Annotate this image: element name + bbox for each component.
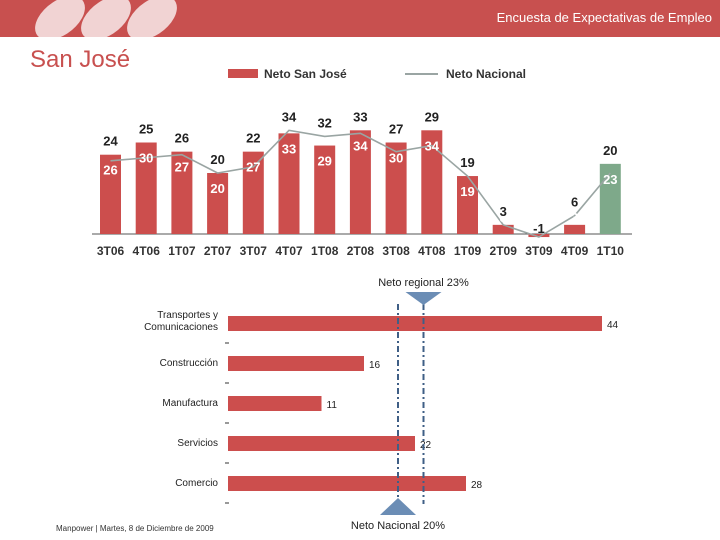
national-reference-label: Neto Nacional 20% bbox=[351, 520, 445, 532]
header-bar: Encuesta de Expectativas de Empleo bbox=[0, 0, 720, 40]
bar bbox=[421, 130, 443, 234]
sector-label: Comercio bbox=[175, 478, 218, 489]
sector-bar bbox=[228, 316, 602, 331]
sector-bar bbox=[228, 396, 322, 411]
line-value-label: 33 bbox=[353, 109, 367, 124]
x-tick-label: 4T08 bbox=[418, 244, 446, 258]
x-tick-label: 4T09 bbox=[561, 244, 589, 258]
sector-value-label: 11 bbox=[327, 400, 338, 411]
line-value-label: -1 bbox=[533, 221, 545, 236]
x-tick-label: 3T09 bbox=[525, 244, 553, 258]
sector-label: Manufactura bbox=[162, 398, 218, 409]
bar bbox=[492, 224, 514, 234]
x-tick-label: 3T06 bbox=[97, 244, 125, 258]
bar bbox=[528, 234, 550, 238]
page-title: San José bbox=[30, 46, 131, 73]
line-value-label: 32 bbox=[317, 115, 331, 130]
bar bbox=[385, 142, 407, 234]
bar-value-label: 20 bbox=[210, 181, 224, 196]
line-value-label: 26 bbox=[175, 131, 189, 146]
bar bbox=[100, 154, 121, 234]
national-line bbox=[110, 129, 611, 238]
sector-value-label: 22 bbox=[420, 440, 432, 451]
x-tick-label: 1T09 bbox=[454, 244, 482, 258]
sector-bar bbox=[228, 476, 466, 491]
bar-value-label: 27 bbox=[175, 160, 189, 175]
x-tick-label: 2T08 bbox=[347, 244, 375, 258]
line-value-label: 22 bbox=[246, 131, 260, 146]
x-tick-label: 2T07 bbox=[204, 244, 232, 258]
bar bbox=[564, 224, 586, 234]
regional-marker-icon bbox=[405, 292, 442, 305]
bar-value-label: 26 bbox=[103, 163, 117, 178]
line-value-label: 19 bbox=[460, 155, 474, 170]
line-value-label: 27 bbox=[389, 122, 403, 137]
x-tick-label: 2T09 bbox=[490, 244, 518, 258]
sector-bar bbox=[228, 356, 364, 371]
bar bbox=[242, 151, 264, 234]
bar-value-label: 27 bbox=[246, 160, 260, 175]
bar-value-label: 19 bbox=[460, 184, 474, 199]
line-value-label: 34 bbox=[282, 109, 297, 124]
regional-reference-label: Neto regional 23% bbox=[378, 277, 469, 289]
bar bbox=[314, 145, 336, 234]
line-value-label: 25 bbox=[139, 122, 153, 137]
national-marker-icon bbox=[380, 498, 416, 515]
sector-label: Comunicaciones bbox=[144, 322, 218, 333]
sector-label: Construcción bbox=[160, 358, 218, 369]
x-tick-label: 4T06 bbox=[133, 244, 161, 258]
sector-value-label: 44 bbox=[607, 320, 619, 331]
x-tick-label: 3T08 bbox=[382, 244, 410, 258]
bar-value-label: 3 bbox=[571, 210, 578, 225]
x-tick-label: 4T07 bbox=[275, 244, 303, 258]
bar bbox=[207, 173, 229, 234]
bar-value-label: 23 bbox=[603, 172, 617, 187]
bar bbox=[599, 163, 621, 234]
line-value-label: 6 bbox=[571, 195, 578, 210]
legend-label-line: Neto Nacional bbox=[446, 67, 526, 81]
bar-value-label: 3 bbox=[500, 210, 507, 225]
footer-text: Manpower | Martes, 8 de Diciembre de 200… bbox=[56, 524, 214, 533]
bar bbox=[457, 176, 478, 234]
bar-value-label: 30 bbox=[139, 151, 153, 166]
bar-value-label: 34 bbox=[425, 138, 440, 153]
bar bbox=[278, 133, 300, 234]
header-title: Encuesta de Expectativas de Empleo bbox=[496, 10, 712, 25]
sector-value-label: 28 bbox=[471, 480, 483, 491]
line-value-label: 29 bbox=[425, 109, 439, 124]
line-value-label: 20 bbox=[210, 152, 224, 167]
sector-label: Servicios bbox=[177, 438, 218, 449]
bar-value-label: 30 bbox=[389, 151, 403, 166]
bar bbox=[135, 142, 157, 234]
bar bbox=[349, 130, 371, 234]
legend-label-bar: Neto San José bbox=[264, 67, 347, 81]
line-value-label: 3 bbox=[500, 204, 507, 219]
x-tick-label: 3T07 bbox=[240, 244, 268, 258]
line-value-label: 24 bbox=[103, 134, 118, 149]
sector-value-label: 16 bbox=[369, 360, 381, 371]
legend-swatch-bar bbox=[228, 69, 258, 78]
legend: Neto San José Neto Nacional bbox=[228, 67, 526, 81]
bar-value-label: 33 bbox=[282, 141, 296, 156]
sector-label: Transportes y bbox=[157, 310, 218, 321]
x-tick-label: 1T08 bbox=[311, 244, 339, 258]
bar bbox=[171, 151, 193, 234]
x-tick-label: 1T10 bbox=[597, 244, 625, 258]
bar-value-label: 34 bbox=[353, 138, 368, 153]
sector-bar bbox=[228, 436, 415, 451]
x-tick-label: 1T07 bbox=[168, 244, 196, 258]
bar-value-label: 29 bbox=[317, 154, 331, 169]
bar-line-chart: Neto San José Neto Nacional 263027202733… bbox=[92, 67, 632, 258]
line-value-label: 20 bbox=[603, 143, 617, 158]
